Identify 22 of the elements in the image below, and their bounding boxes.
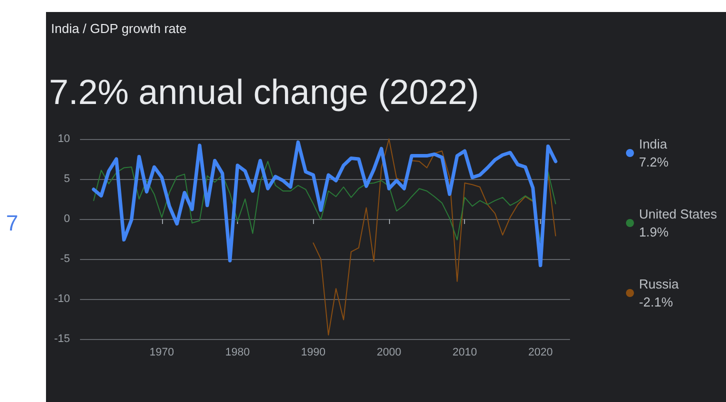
chart-subtitle: India / GDP growth rate [51, 21, 187, 36]
text: 1.9% [638, 224, 670, 240]
y-tick-label: -15 [54, 333, 70, 345]
y-tick-label: 5 [64, 173, 70, 185]
text: 7.2% [638, 154, 670, 170]
y-tick-label: -5 [60, 253, 70, 265]
x-tick-label: 1970 [150, 346, 174, 358]
y-tick-label: 10 [58, 133, 70, 145]
legend-label: United States [638, 206, 718, 222]
x-tick-label: 2000 [376, 346, 402, 358]
legend-label: Russia [638, 276, 680, 292]
line-series [92, 140, 558, 268]
legend-label: India [638, 136, 668, 152]
x-tick-label: 1980 [225, 346, 250, 358]
x-tick-label: 1990 [301, 346, 326, 358]
x-tick-label: 2010 [452, 346, 477, 358]
x-tick-label: 2020 [528, 346, 553, 358]
y-tick-label: 0 [64, 213, 70, 225]
text: 7 [6, 210, 18, 236]
y-tick-label: -10 [54, 293, 70, 305]
chart-title: 7.2% annual change (2022) [49, 73, 480, 112]
text: -2.1% [638, 294, 674, 310]
